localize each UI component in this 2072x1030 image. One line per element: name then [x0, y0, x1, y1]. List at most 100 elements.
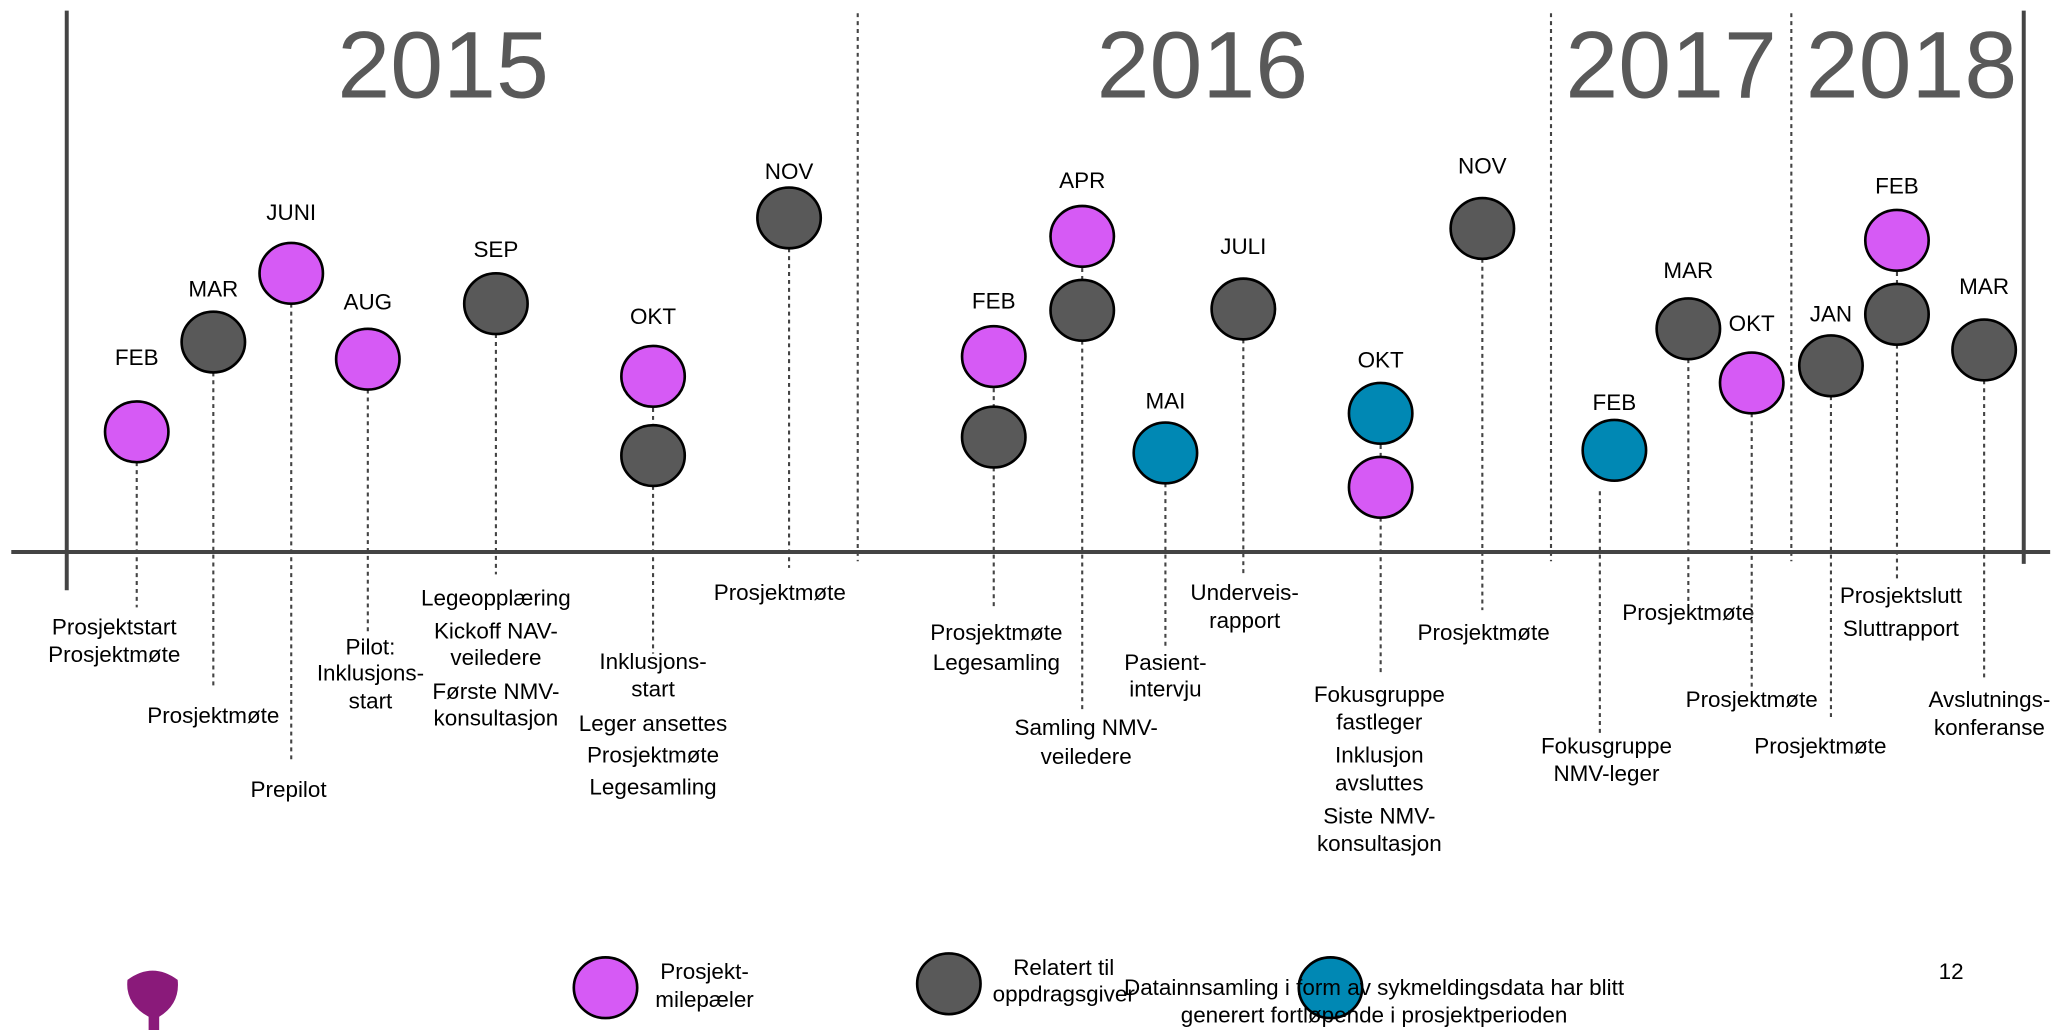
milestone-marker [1863, 208, 1930, 273]
event-text: start [349, 688, 393, 713]
event-text: Legesamling [589, 774, 716, 799]
event-text: Prosjektmøte [1418, 620, 1550, 645]
legend-marker [1297, 956, 1364, 1020]
event-text: Prosjektmøte [587, 743, 719, 768]
milestone-marker [960, 405, 1027, 469]
month-label: NOV [1458, 154, 1507, 179]
event-text: rapport [1209, 608, 1281, 633]
month-label: OKT [1729, 311, 1775, 336]
legend-marker [572, 956, 639, 1020]
legend-text: milepæler [655, 987, 754, 1012]
month-label: APR [1059, 168, 1105, 193]
month-label: FEB [972, 288, 1016, 313]
milestone-marker [1655, 297, 1722, 361]
event-text: Prosjektmøte [1754, 733, 1886, 758]
milestone-marker [1132, 421, 1199, 485]
month-label: SEP [473, 237, 518, 262]
event-text: konsultasjon [434, 706, 559, 731]
event-text: Inklusjons- [317, 661, 424, 686]
logo [127, 970, 178, 1030]
legend-marker [915, 952, 982, 1016]
month-label: MAR [188, 276, 238, 301]
page-number: 12 [1939, 959, 1964, 984]
milestone-marker [1718, 351, 1785, 415]
event-text: Prosjektslutt [1840, 583, 1963, 608]
year-label: 2018 [1806, 13, 2017, 119]
milestone-marker [1797, 334, 1864, 398]
event-text: Prosjektmøte [147, 703, 279, 728]
year-label: 2017 [1565, 13, 1776, 119]
event-text: Samling NMV- [1014, 715, 1157, 740]
event-text: Prosjektmøte [1622, 600, 1754, 625]
event-text: Inklusjons- [599, 649, 706, 674]
milestone-marker [1347, 381, 1414, 446]
month-label: OKT [1358, 348, 1404, 373]
legend-text: Relatert til [1013, 955, 1114, 980]
event-text: Leger ansettes [579, 711, 727, 736]
year-label: 2016 [1097, 13, 1308, 119]
milestone-marker [1951, 318, 2018, 382]
milestone-marker [620, 423, 687, 488]
event-text: Pasient- [1124, 650, 1206, 675]
month-label: MAR [1959, 274, 2009, 299]
milestone-marker [462, 272, 529, 336]
legend-text: generert fortløpende i prosjektperioden [1181, 1003, 1568, 1028]
event-text: Prepilot [251, 777, 328, 802]
milestone-marker [180, 310, 247, 374]
event-text: konferanse [1934, 715, 2045, 740]
event-text: Prosjektmøte [1686, 687, 1818, 712]
month-label: JAN [1810, 302, 1852, 327]
event-text: Første NMV- [432, 679, 559, 704]
event-text: veiledere [1041, 744, 1132, 769]
event-text: Legesamling [933, 650, 1060, 675]
milestone-marker [334, 327, 401, 391]
month-label: AUG [344, 290, 393, 315]
event-text: Sluttrapport [1843, 616, 1960, 641]
month-label: OKT [630, 304, 676, 329]
event-text: Prosjektmøte [714, 580, 846, 605]
event-text: intervju [1129, 677, 1201, 702]
month-label: FEB [1875, 173, 1919, 198]
month-label: NOV [765, 159, 814, 184]
milestone-marker [960, 324, 1027, 389]
milestone-marker [1581, 418, 1648, 482]
event-text: fastleger [1336, 710, 1423, 735]
milestone-marker [258, 241, 325, 306]
milestone-marker [1049, 278, 1116, 343]
event-text: Fokusgruppe [1314, 682, 1445, 707]
event-text: NMV-leger [1553, 761, 1660, 786]
milestone-marker [1210, 277, 1277, 341]
event-text: konsultasjon [1317, 831, 1442, 856]
month-label: MAR [1663, 258, 1713, 283]
event-text: Prosjektmøte [930, 620, 1062, 645]
year-label: 2015 [337, 13, 548, 119]
month-label: MAI [1145, 389, 1185, 414]
event-text: Prosjektstart [52, 614, 177, 639]
month-label: JUNI [266, 200, 316, 225]
milestone-marker [1449, 196, 1516, 261]
milestone-marker [103, 400, 170, 464]
event-text: Fokusgruppe [1541, 733, 1672, 758]
event-text: start [631, 677, 675, 702]
milestone-marker [1049, 204, 1116, 269]
milestone-marker [1347, 455, 1414, 519]
event-text: Kickoff NAV- [434, 618, 558, 643]
event-text: Inklusjon [1335, 743, 1424, 768]
month-label: FEB [1593, 390, 1637, 415]
milestone-marker [756, 186, 823, 250]
legend-text: oppdragsgiver [993, 982, 1136, 1007]
event-text: Avslutnings- [1929, 687, 2051, 712]
event-text: Legeopplæring [421, 585, 571, 610]
event-text: Underveis- [1190, 580, 1299, 605]
milestone-marker [1863, 282, 1930, 346]
month-label: FEB [115, 345, 159, 370]
event-text: Prosjektmøte [48, 642, 180, 667]
legend-text: Datainnsamling i form av sykmeldingsdata… [1124, 975, 1625, 1000]
event-text: avsluttes [1335, 770, 1424, 795]
event-text: Pilot: [346, 634, 396, 659]
legend-text: Prosjekt- [660, 959, 749, 984]
event-text: veiledere [450, 645, 541, 670]
month-label: JULI [1220, 234, 1266, 259]
